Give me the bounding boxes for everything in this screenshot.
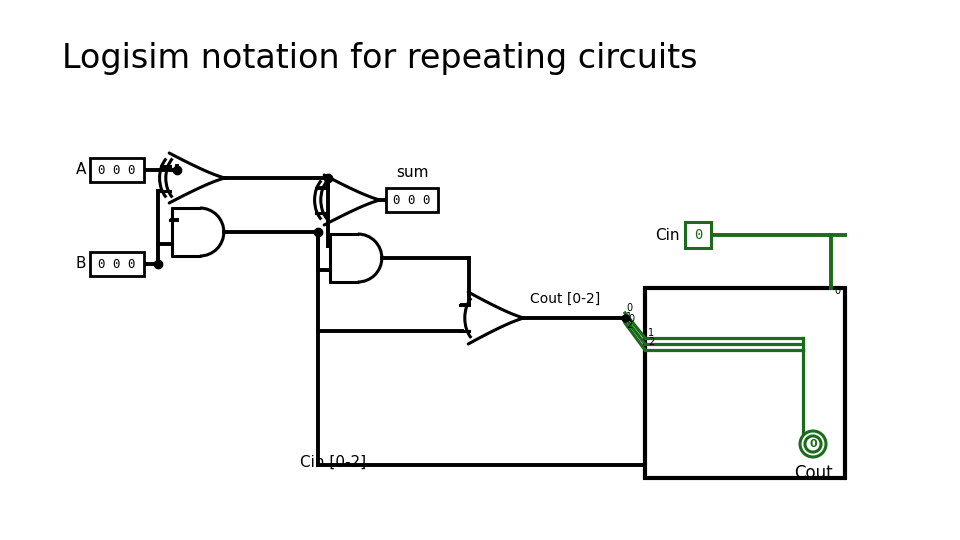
Bar bbox=[685, 222, 711, 248]
Text: 1: 1 bbox=[626, 312, 632, 322]
Text: 0: 0 bbox=[628, 314, 635, 324]
Circle shape bbox=[804, 436, 821, 452]
Text: Logisim notation for repeating circuits: Logisim notation for repeating circuits bbox=[62, 42, 698, 75]
Text: 0 0 0: 0 0 0 bbox=[394, 193, 431, 206]
Text: Cout: Cout bbox=[794, 464, 832, 482]
Text: 2: 2 bbox=[626, 320, 633, 330]
Text: 0 0 0: 0 0 0 bbox=[98, 164, 135, 177]
Text: 0: 0 bbox=[834, 286, 840, 296]
Bar bbox=[386, 188, 438, 212]
Text: 0: 0 bbox=[809, 439, 817, 449]
Text: B: B bbox=[76, 256, 86, 272]
Bar bbox=[90, 158, 144, 182]
Circle shape bbox=[800, 431, 826, 457]
Text: 1: 1 bbox=[648, 328, 654, 338]
Text: 0: 0 bbox=[694, 228, 702, 242]
Text: Cout [0-2]: Cout [0-2] bbox=[530, 292, 600, 306]
Text: Cin: Cin bbox=[656, 227, 680, 242]
Text: 0: 0 bbox=[626, 303, 632, 313]
Bar bbox=[645, 288, 845, 478]
Text: sum: sum bbox=[396, 165, 428, 180]
Text: 2: 2 bbox=[648, 337, 655, 347]
Text: Cin [0-2]: Cin [0-2] bbox=[300, 455, 366, 469]
Text: 0 0 0: 0 0 0 bbox=[98, 258, 135, 271]
Text: A: A bbox=[76, 163, 86, 178]
Bar bbox=[90, 252, 144, 276]
